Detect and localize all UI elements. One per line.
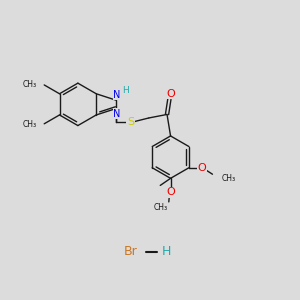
Text: Br: Br bbox=[124, 245, 138, 258]
Text: CH₃: CH₃ bbox=[154, 203, 168, 212]
Text: CH₃: CH₃ bbox=[222, 174, 236, 183]
Text: CH₃: CH₃ bbox=[23, 120, 37, 129]
Text: S: S bbox=[127, 116, 134, 127]
Text: O: O bbox=[167, 89, 176, 99]
Text: O: O bbox=[166, 188, 175, 197]
Text: O: O bbox=[198, 163, 206, 173]
Text: H: H bbox=[161, 245, 171, 258]
Text: N: N bbox=[113, 90, 121, 100]
Text: CH₃: CH₃ bbox=[23, 80, 37, 89]
Text: H: H bbox=[122, 85, 129, 94]
Text: N: N bbox=[113, 109, 121, 119]
